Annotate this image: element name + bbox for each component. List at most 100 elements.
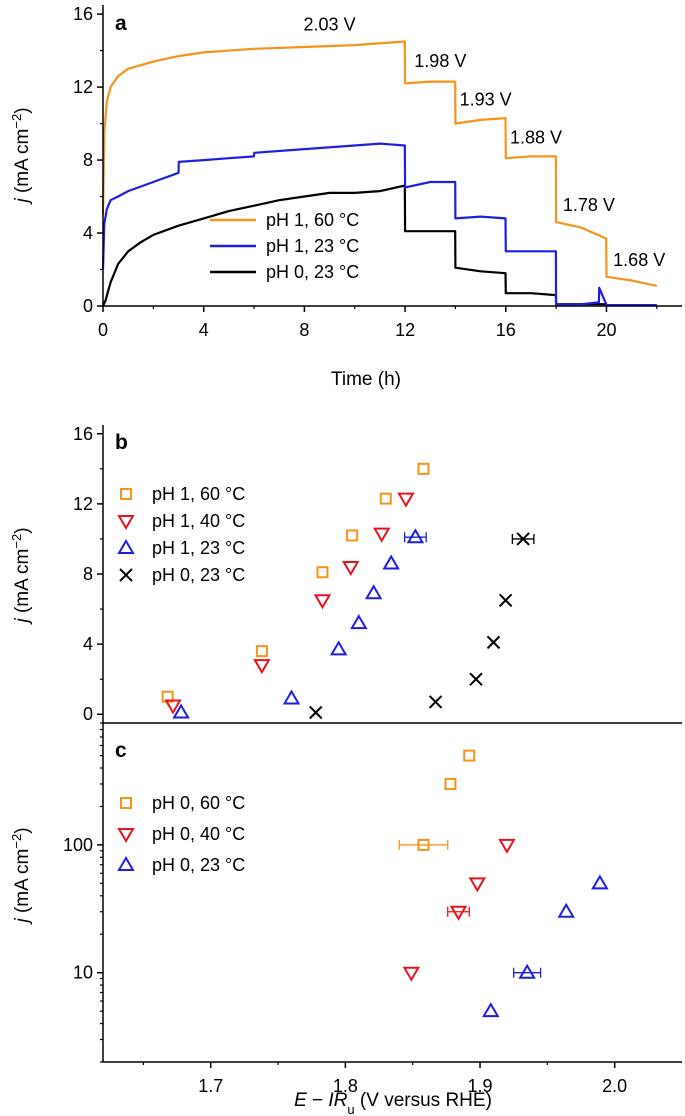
- legend-label: pH 0, 23 °C: [266, 262, 359, 282]
- legend-label: pH 0, 60 °C: [152, 793, 245, 813]
- panel-c-y-tick-label: 10: [73, 963, 93, 983]
- panel-c-data: [398, 749, 609, 1018]
- data-point: [309, 705, 323, 720]
- data-point: [164, 699, 182, 715]
- data-point: [313, 594, 332, 610]
- error-bar: [398, 839, 449, 850]
- data-point: [372, 527, 391, 543]
- legend-marker: [117, 828, 135, 843]
- voltage-annotation: 1.88 V: [510, 128, 562, 148]
- panel-a-annotations: 2.03 V 1.98 V 1.93 V 1.88 V 1.78 V 1.68 V: [304, 15, 666, 270]
- data-point: [518, 963, 536, 979]
- panel-b-y-tick-label: 16: [73, 424, 93, 444]
- data-point: [346, 529, 359, 542]
- panel-a-x-tick-label: 20: [596, 320, 616, 340]
- data-point: [428, 695, 443, 709]
- data-point: [498, 838, 516, 854]
- panel-b-y-tick-label: 4: [83, 634, 93, 654]
- voltage-annotation: 1.93 V: [460, 89, 512, 109]
- data-point: [469, 672, 483, 686]
- data-point: [449, 905, 468, 921]
- data-point: [379, 492, 392, 505]
- panel-c-x-tick-label: 1.9: [468, 1076, 493, 1096]
- data-point: [444, 777, 457, 790]
- panel-a-x-tick-label: 0: [98, 320, 108, 340]
- legend-marker: [120, 797, 132, 809]
- panel-a-x-tick-label: 16: [496, 320, 516, 340]
- data-point: [350, 614, 368, 630]
- panel-a-legend: pH 1, 60 °C pH 1, 23 °C pH 0, 23 °C: [210, 210, 359, 282]
- panel-a-axes: 0 4 8 12 16 0 4 8 12 16 20: [73, 4, 682, 340]
- panel-a-y-axis-label: j (mA cm−2): [9, 107, 34, 205]
- panel-c-x-tick-label: 1.7: [198, 1076, 223, 1096]
- panel-b-y-tick-label: 12: [73, 494, 93, 514]
- panel-a-y-tick-label: 8: [83, 150, 93, 170]
- panel-b-legend: pH 1, 60 °C pH 1, 40 °C pH 1, 23 °C pH 0, 2…: [117, 484, 245, 585]
- panel-a-data: [101, 40, 658, 307]
- legend-label: pH 1, 23 °C: [266, 236, 359, 256]
- legend-label: pH 1, 60 °C: [266, 210, 359, 230]
- data-point: [463, 749, 476, 762]
- panel-a-y-tick-label: 16: [73, 4, 93, 24]
- data-point: [591, 874, 609, 890]
- panel-a-letter: a: [115, 12, 127, 35]
- panel-b: 0 4 8 12 16 b j (mA cm−2) pH 1, 60 °C pH 1, 4…: [9, 424, 682, 724]
- panel-a-x-tick-label: 8: [299, 320, 309, 340]
- panel-b-axes: 0 4 8 12 16: [73, 424, 682, 724]
- voltage-annotation: 2.03 V: [304, 15, 356, 35]
- data-point: [557, 902, 575, 918]
- legend-label: pH 1, 40 °C: [152, 511, 245, 531]
- legend-label: pH 0, 23 °C: [152, 855, 245, 875]
- panel-b-y-tick-label: 0: [83, 704, 93, 724]
- data-point: [253, 659, 271, 675]
- data-point: [402, 966, 421, 982]
- legend-label: pH 1, 23 °C: [152, 538, 245, 558]
- data-point: [406, 528, 425, 544]
- voltage-annotation: 1.68 V: [613, 250, 665, 270]
- data-point: [329, 640, 348, 656]
- panel-c-y-axis-label: j (mA cm−2): [9, 827, 34, 925]
- error-bar: [403, 532, 427, 543]
- panel-c-axes: 10 100 1.7 1.8 1.9 2.0: [63, 722, 682, 1096]
- legend-marker: [117, 856, 135, 871]
- data-point: [364, 584, 383, 600]
- data-point: [316, 566, 329, 579]
- panel-a-y-tick-label: 12: [73, 77, 93, 97]
- panel-a-x-tick-label: 12: [395, 320, 415, 340]
- voltage-annotation: 1.98 V: [414, 51, 466, 71]
- panel-b-y-axis-label: j (mA cm−2): [9, 527, 34, 625]
- panel-c-y-tick-label: 100: [63, 835, 93, 855]
- legend-marker: [119, 568, 133, 582]
- error-bar: [447, 906, 470, 917]
- legend-label: pH 1, 60 °C: [152, 484, 245, 504]
- data-point: [342, 560, 360, 576]
- legend-label: pH 0, 40 °C: [152, 824, 245, 844]
- series-line-1: [101, 142, 657, 307]
- data-point: [397, 492, 415, 508]
- legend-marker: [117, 515, 135, 530]
- panel-c-x-axis-label: E − IRu (V versus RHE): [294, 1090, 492, 1116]
- data-point: [417, 462, 430, 475]
- data-point: [282, 689, 301, 705]
- data-point: [486, 635, 501, 650]
- panel-a-y-tick-label: 4: [83, 223, 93, 243]
- panel-a-x-axis-label: Time (h): [331, 369, 401, 390]
- data-point: [498, 593, 513, 608]
- legend-marker: [120, 488, 132, 500]
- panel-b-y-tick-label: 8: [83, 564, 93, 584]
- panel-c-legend: pH 0, 60 °C pH 0, 40 °C pH 0, 23 °C: [117, 793, 245, 875]
- panel-b-data: [161, 462, 535, 720]
- legend-label: pH 0, 23 °C: [152, 565, 245, 585]
- data-point: [468, 877, 487, 893]
- data-point: [482, 1002, 500, 1018]
- voltage-annotation: 1.78 V: [563, 195, 615, 215]
- error-bar: [513, 967, 542, 978]
- data-point: [417, 838, 430, 851]
- panel-a-y-tick-label: 0: [83, 296, 93, 316]
- data-point: [516, 532, 530, 546]
- data-point: [172, 703, 190, 719]
- legend-marker: [117, 539, 135, 554]
- panel-a-x-tick-label: 4: [199, 320, 209, 340]
